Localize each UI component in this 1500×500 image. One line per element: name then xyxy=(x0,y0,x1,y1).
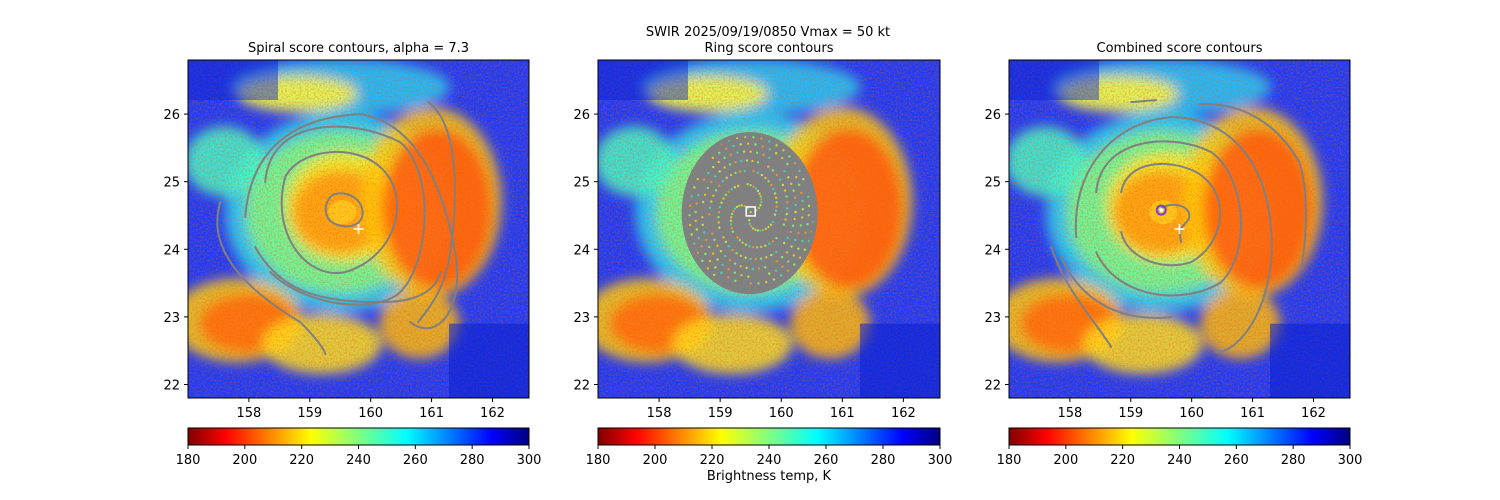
combined-center-dot xyxy=(1159,208,1164,213)
x-tick-label: 160 xyxy=(769,406,794,421)
colorbar-gradient xyxy=(597,427,941,446)
colorbar-tick-label: 280 xyxy=(1281,453,1306,468)
colorbar-tick-label: 180 xyxy=(997,453,1022,468)
y-tick-label: 25 xyxy=(984,176,1001,191)
figure-suptitle: SWIR 2025/09/19/0850 Vmax = 50 kt xyxy=(646,25,890,40)
colorbar-tick-label: 200 xyxy=(232,453,257,468)
heatmap-image xyxy=(188,60,529,398)
colorbar-tick-label: 240 xyxy=(346,453,371,468)
ring-center-marker xyxy=(745,206,756,217)
colorbar-gradient xyxy=(1008,427,1351,446)
colorbar-label: Brightness temp, K xyxy=(707,469,832,484)
colorbar-tick-label: 220 xyxy=(1110,453,1135,468)
x-tick-label: 159 xyxy=(708,406,733,421)
y-tick-label: 23 xyxy=(163,311,180,326)
x-tick-label: 158 xyxy=(236,406,261,421)
y-tick-label: 26 xyxy=(163,108,180,123)
y-tick-label: 24 xyxy=(163,243,180,258)
colorbar: 180 200 220 240 260 280 300 xyxy=(176,427,542,468)
x-tick-label: 161 xyxy=(830,406,855,421)
y-tick-label: 25 xyxy=(573,176,590,191)
colorbar: 180 200 220 240 260 280 300 xyxy=(586,427,953,468)
panels: Spiral score contours, alpha = 7.3 158 159… xyxy=(163,41,1362,468)
panel-title: Ring score contours xyxy=(704,41,833,56)
colorbar-tick-label: 220 xyxy=(700,453,725,468)
storm-position-marker xyxy=(1174,224,1185,234)
x-tick-label: 161 xyxy=(419,406,444,421)
y-tick-label: 23 xyxy=(573,311,590,326)
colorbar-tick-label: 180 xyxy=(176,453,201,468)
panel-2: Ring score contours 158 159 160 161 162 22 23 24… xyxy=(573,41,952,468)
colorbar-tick-label: 240 xyxy=(1167,453,1192,468)
colorbar-tick-label: 200 xyxy=(1053,453,1078,468)
axes-frame xyxy=(1008,59,1351,399)
colorbar-tick-label: 300 xyxy=(928,453,953,468)
x-tick-label: 160 xyxy=(358,406,383,421)
y-tick-label: 22 xyxy=(984,378,1001,393)
colorbar-tick-label: 300 xyxy=(1338,453,1363,468)
heatmap-image xyxy=(1009,60,1350,398)
y-tick-label: 23 xyxy=(984,311,1001,326)
x-tick-label: 159 xyxy=(297,406,322,421)
y-tick-label: 25 xyxy=(163,176,180,191)
x-tick-label: 158 xyxy=(1057,406,1082,421)
colorbar-tick-label: 220 xyxy=(289,453,314,468)
score-contours xyxy=(681,132,818,295)
ring-score-disk xyxy=(681,132,818,295)
panel-3: Combined score contours 158 159 160 161 162 22… xyxy=(984,41,1362,468)
x-tick-label: 162 xyxy=(891,406,916,421)
colorbar: 180 200 220 240 260 280 300 xyxy=(997,427,1363,468)
panel-title: Combined score contours xyxy=(1097,41,1263,56)
colorbar-tick-label: 300 xyxy=(517,453,542,468)
score-contours xyxy=(216,101,459,356)
colorbar-gradient xyxy=(187,427,530,446)
colorbar-tick-label: 260 xyxy=(403,453,428,468)
x-tick-label: 160 xyxy=(1179,406,1204,421)
y-tick-label: 24 xyxy=(573,243,590,258)
axes-frame xyxy=(187,59,530,399)
colorbar-tick-label: 200 xyxy=(643,453,668,468)
y-tick-label: 24 xyxy=(984,243,1001,258)
colorbar-tick-label: 180 xyxy=(586,453,611,468)
x-tick-label: 161 xyxy=(1240,406,1265,421)
x-tick-label: 158 xyxy=(647,406,672,421)
colorbar-tick-label: 260 xyxy=(814,453,839,468)
y-tick-label: 26 xyxy=(984,108,1001,123)
y-tick-label: 22 xyxy=(573,378,590,393)
panel-title: Spiral score contours, alpha = 7.3 xyxy=(248,41,469,56)
panel-1: Spiral score contours, alpha = 7.3 158 159… xyxy=(163,41,541,468)
x-tick-label: 162 xyxy=(480,406,505,421)
axes-frame xyxy=(597,59,941,399)
heatmap-image xyxy=(598,60,940,398)
combined-center-marker xyxy=(1155,204,1167,216)
x-tick-label: 162 xyxy=(1301,406,1326,421)
y-tick-label: 26 xyxy=(573,108,590,123)
storm-position-marker xyxy=(353,224,364,234)
colorbar-tick-label: 240 xyxy=(757,453,782,468)
y-tick-label: 22 xyxy=(163,378,180,393)
x-tick-label: 159 xyxy=(1118,406,1143,421)
colorbar-tick-label: 280 xyxy=(871,453,896,468)
colorbar-tick-label: 260 xyxy=(1224,453,1249,468)
colorbar-tick-label: 280 xyxy=(460,453,485,468)
